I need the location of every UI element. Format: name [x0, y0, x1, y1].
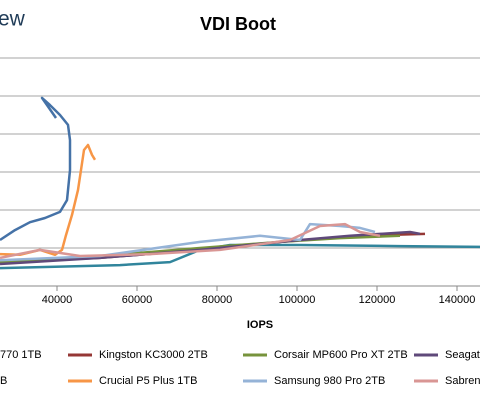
- x-tick-label: 80000: [202, 294, 233, 306]
- legend-label: 770 1TB: [0, 349, 42, 361]
- series-line: [0, 96, 72, 242]
- logo-text: ew: [0, 8, 26, 31]
- x-axis-label: IOPS: [247, 319, 273, 331]
- chart-title: VDI Boot: [200, 14, 276, 34]
- x-tick-label: 120000: [359, 294, 396, 306]
- legend-label: B: [0, 375, 7, 387]
- x-tick-label: 60000: [122, 294, 153, 306]
- x-tick-label: 100000: [279, 294, 316, 306]
- series-line: [0, 222, 381, 260]
- x-tick-label: 40000: [42, 294, 73, 306]
- legend-label: Seagat: [445, 349, 480, 361]
- legend-label: Samsung 980 Pro 2TB: [274, 375, 385, 387]
- legend-label: Crucial P5 Plus 1TB: [99, 375, 197, 387]
- legend-label: Sabren: [445, 375, 480, 387]
- legend-label: Kingston KC3000 2TB: [99, 349, 208, 361]
- x-tick-label: 140000: [439, 294, 476, 306]
- legend-label: Corsair MP600 Pro XT 2TB: [274, 349, 408, 361]
- series-line: [0, 143, 97, 257]
